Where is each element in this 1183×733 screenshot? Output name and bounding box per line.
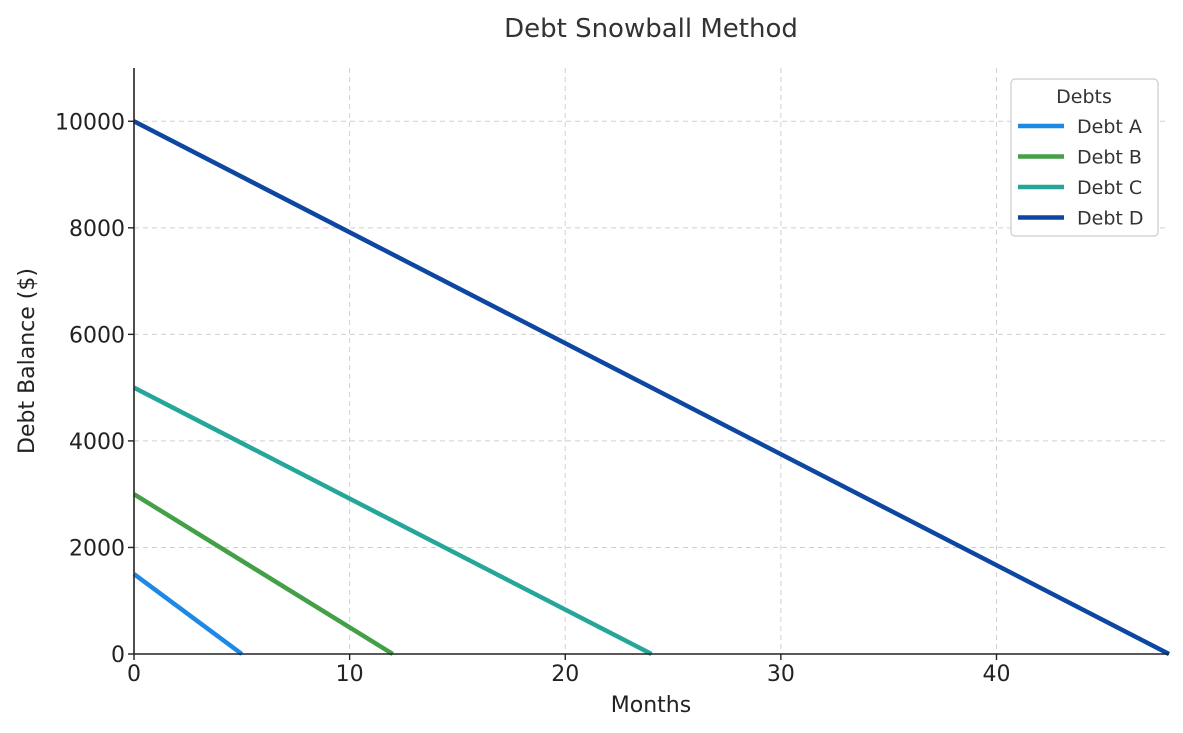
legend-label: Debt A <box>1077 116 1142 138</box>
y-axis-label: Debt Balance ($) <box>15 268 40 454</box>
legend-title: Debts <box>1056 86 1112 108</box>
legend-label: Debt B <box>1077 147 1142 169</box>
y-tick-label: 8000 <box>69 217 125 242</box>
x-tick-label: 10 <box>336 662 364 687</box>
y-tick-label: 2000 <box>69 536 125 561</box>
series-layer <box>132 119 1171 657</box>
x-tick-label: 40 <box>983 662 1011 687</box>
x-axis-label: Months <box>611 693 691 718</box>
legend: Debts Debt A Debt B Debt C Debt D <box>1010 78 1159 237</box>
chart-title: Debt Snowball Method <box>504 14 798 44</box>
grid-lines <box>134 68 1169 654</box>
series-line-debt-d <box>132 119 1171 657</box>
series-line-debt-c <box>132 385 653 657</box>
legend-items: Debt A Debt B Debt C Debt D <box>1018 116 1144 230</box>
series-line-debt-a <box>132 572 244 656</box>
y-tick-label: 10000 <box>55 110 125 135</box>
legend-label: Debt C <box>1077 177 1142 199</box>
x-tick-label: 30 <box>767 662 795 687</box>
series-line-debt-b <box>132 492 394 656</box>
x-tick-label: 0 <box>127 662 141 687</box>
tick-layer: 0 10 20 30 40 0 2000 4000 6000 8000 10000 <box>55 110 1011 687</box>
y-tick-label: 4000 <box>69 430 125 455</box>
x-tick-label: 20 <box>551 662 579 687</box>
legend-label: Debt D <box>1077 208 1144 230</box>
y-tick-label: 6000 <box>69 323 125 348</box>
y-tick-label: 0 <box>111 643 125 668</box>
legend-box <box>1010 78 1159 237</box>
